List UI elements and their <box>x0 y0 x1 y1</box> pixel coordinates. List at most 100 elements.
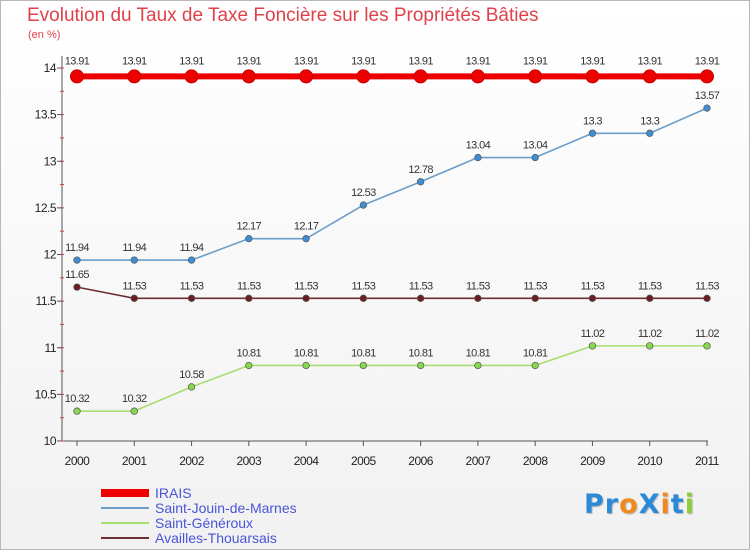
legend-swatch <box>101 522 149 524</box>
logo-letter: i <box>660 489 671 520</box>
data-point-1-11 <box>703 104 711 112</box>
data-label-1-3: 12.17 <box>237 221 262 233</box>
data-point-1-5 <box>359 201 368 209</box>
data-label-0-2: 13.91 <box>179 55 204 67</box>
data-labels: 13.91 13.91 13.91 13.91 13.91 13.91 13.91 13.91… <box>65 55 721 405</box>
data-point-2-0 <box>73 407 81 415</box>
data-label-2-11: 11.02 <box>695 328 719 340</box>
data-label-1-11: 13.57 <box>695 90 720 102</box>
data-label-2-8: 10.81 <box>523 347 548 359</box>
x-tick-label: 2002 <box>179 454 205 468</box>
logo-letter: r <box>604 489 620 520</box>
data-point-2-8 <box>531 361 539 370</box>
x-tick-label: 2004 <box>294 454 320 468</box>
data-point-0-11 <box>700 69 714 84</box>
data-label-1-0: 11.94 <box>65 242 89 254</box>
data-label-1-6: 12.78 <box>408 164 433 176</box>
logo-letter: i <box>684 489 695 520</box>
data-point-1-3 <box>245 234 253 243</box>
x-tick-label: 2011 <box>695 454 720 468</box>
data-label-0-11: 13.91 <box>695 55 720 67</box>
data-label-2-5: 10.81 <box>351 347 376 359</box>
data-label-0-8: 13.91 <box>523 55 548 67</box>
data-label-3-10: 11.53 <box>638 280 662 292</box>
data-point-0-1 <box>127 69 142 84</box>
data-point-3-6 <box>416 294 425 302</box>
legend-item: Saint-Jouin-de-Marnes <box>101 500 297 516</box>
data-label-2-1: 10.32 <box>122 393 147 405</box>
data-label-0-0: 13.91 <box>65 55 90 67</box>
data-point-1-2 <box>187 256 196 264</box>
x-tick-label: 2003 <box>236 454 262 468</box>
y-tick-label: 11 <box>45 341 57 355</box>
data-point-0-7 <box>470 69 485 84</box>
series-line-2 <box>77 345 707 412</box>
proxiti-logo: ProXiti <box>584 489 695 520</box>
data-label-1-1: 11.94 <box>122 242 146 254</box>
y-tick-label: 13.5 <box>35 108 57 122</box>
data-point-1-0 <box>73 256 81 264</box>
data-label-3-4: 11.53 <box>294 280 318 292</box>
legend-label: Saint-Généroux <box>155 515 254 531</box>
data-point-1-6 <box>416 178 425 186</box>
logo-letter: o <box>619 489 639 520</box>
data-point-3-5 <box>359 294 368 302</box>
data-points <box>70 69 714 415</box>
y-tick-label: 10.5 <box>35 387 57 401</box>
x-tick-label: 2001 <box>122 454 148 468</box>
logo-letter: P <box>584 489 605 520</box>
data-point-1-10 <box>646 129 654 137</box>
data-label-0-5: 13.91 <box>351 55 376 67</box>
data-point-3-3 <box>245 294 253 302</box>
y-tick-label: 10 <box>44 434 57 448</box>
data-point-3-11 <box>703 294 711 302</box>
data-point-2-6 <box>416 361 425 370</box>
data-label-3-6: 11.53 <box>409 280 433 292</box>
data-label-1-7: 13.04 <box>466 140 491 152</box>
series-line-1 <box>77 107 708 261</box>
data-point-2-2 <box>187 383 196 391</box>
data-point-0-5 <box>356 69 371 84</box>
data-label-2-7: 10.81 <box>466 347 491 359</box>
data-label-3-5: 11.53 <box>352 280 376 292</box>
data-label-3-11: 11.53 <box>695 280 719 292</box>
legend-item: IRAIS <box>101 485 192 501</box>
data-point-0-2 <box>184 69 199 84</box>
data-point-1-7 <box>474 153 482 162</box>
data-point-2-4 <box>302 361 310 370</box>
data-point-2-1 <box>130 407 138 415</box>
y-tick-label: 11.5 <box>36 294 57 308</box>
data-point-0-6 <box>413 69 428 84</box>
data-label-0-10: 13.91 <box>637 55 662 67</box>
data-label-2-6: 10.81 <box>408 347 433 359</box>
data-label-0-1: 13.91 <box>122 55 147 67</box>
data-point-1-1 <box>130 256 138 264</box>
y-tick-label: 12 <box>44 248 57 262</box>
legend-item: Saint-Généroux <box>101 515 254 531</box>
logo-letter: t <box>670 489 685 520</box>
data-point-2-10 <box>646 342 654 350</box>
data-point-2-9 <box>588 342 597 350</box>
data-point-2-11 <box>703 342 711 350</box>
data-label-1-9: 13.3 <box>583 115 602 127</box>
data-label-2-10: 11.02 <box>638 328 662 340</box>
legend-swatch <box>101 489 149 497</box>
data-point-0-3 <box>241 69 256 84</box>
data-label-2-3: 10.81 <box>237 347 262 359</box>
legend-swatch <box>101 537 149 539</box>
x-tick-label: 2008 <box>523 454 549 468</box>
legend-swatch <box>101 507 149 509</box>
data-label-0-4: 13.91 <box>294 55 319 67</box>
data-label-3-0: 11.65 <box>65 269 89 281</box>
data-label-3-1: 11.53 <box>122 280 146 292</box>
data-point-3-8 <box>531 294 539 302</box>
data-label-1-5: 12.53 <box>351 187 376 199</box>
logo-letter: X <box>638 489 661 520</box>
data-label-3-3: 11.53 <box>237 280 261 292</box>
legend-label: IRAIS <box>155 485 192 501</box>
data-point-0-9 <box>585 69 600 84</box>
data-label-2-9: 11.02 <box>581 328 605 340</box>
data-point-2-7 <box>474 361 482 370</box>
